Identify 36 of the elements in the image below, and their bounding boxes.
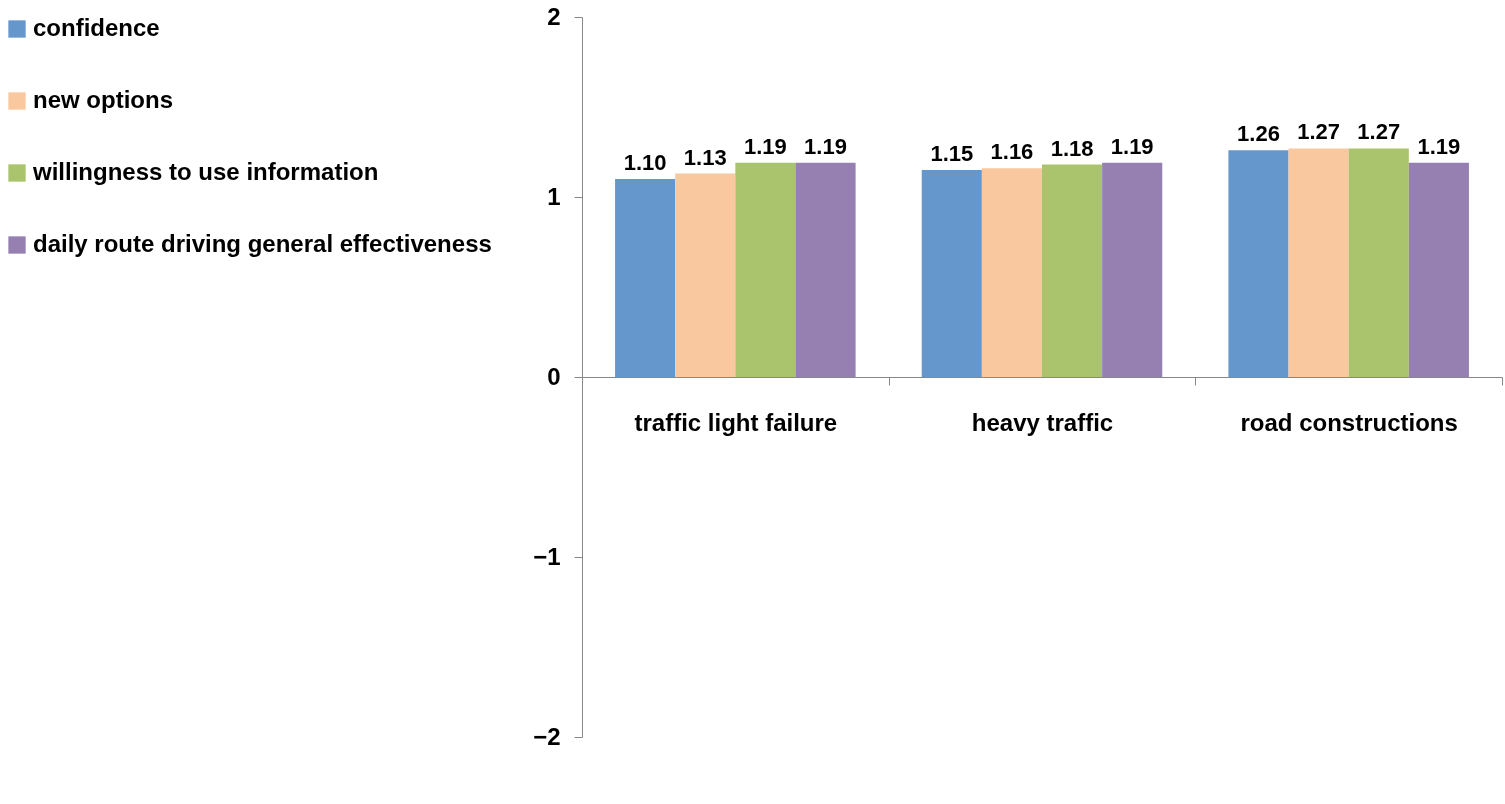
data-label: 1.27 [1297, 119, 1341, 145]
y-tick-label: −1 [533, 542, 561, 570]
data-label: 1.26 [1237, 121, 1280, 147]
bar [615, 179, 676, 377]
bar [1288, 148, 1349, 377]
legend-label: new options [33, 86, 173, 113]
x-tick-label: heavy traffic [971, 408, 1114, 436]
bar [921, 170, 982, 377]
legend-label: daily route driving general effectiveness [33, 230, 492, 257]
bar [1408, 162, 1469, 377]
bar [735, 162, 796, 377]
y-tick-label: −2 [533, 722, 561, 750]
x-tick-label: road constructions [1240, 408, 1458, 436]
bar [795, 162, 856, 377]
y-tick-label: 0 [547, 362, 561, 390]
bar [1102, 162, 1163, 377]
x-tick-label: traffic light failure [634, 408, 838, 436]
data-label: 1.16 [990, 139, 1034, 165]
bar [1228, 150, 1289, 377]
data-label: 1.15 [930, 141, 974, 166]
data-label: 1.19 [804, 133, 847, 159]
data-label: 1.19 [1110, 133, 1154, 159]
legend-label: confidence [33, 14, 160, 41]
data-label: 1.19 [1417, 133, 1461, 159]
bar [1348, 148, 1409, 377]
data-label: 1.19 [743, 133, 787, 159]
data-label: 1.18 [1050, 135, 1094, 161]
y-tick-label: 2 [547, 2, 561, 30]
legend-label: willingness to use information [32, 158, 379, 185]
data-label: 1.10 [623, 150, 667, 175]
bar [675, 173, 736, 377]
bar [1042, 164, 1103, 377]
data-label: 1.13 [683, 144, 727, 170]
y-tick-label: 1 [547, 182, 561, 210]
bar [981, 168, 1042, 377]
data-label: 1.27 [1357, 119, 1401, 145]
